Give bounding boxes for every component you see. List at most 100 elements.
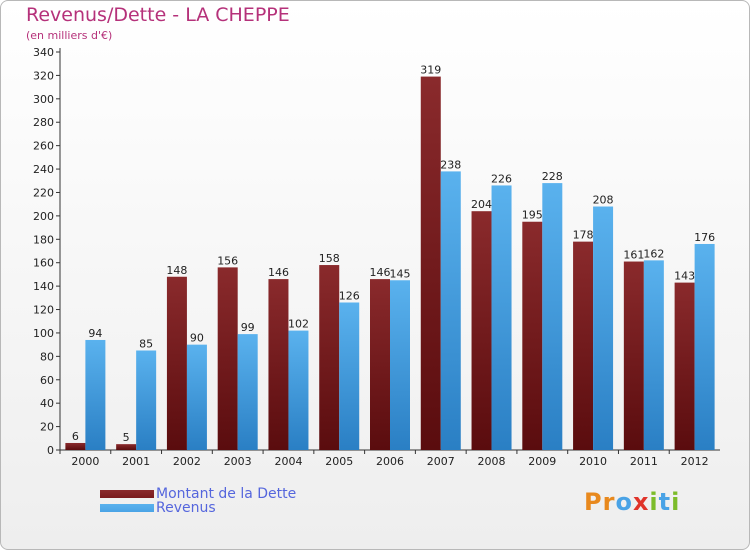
x-tick-label: 2012 [681, 455, 709, 468]
bar-debt [420, 76, 441, 451]
y-tick-label: 80 [40, 350, 54, 363]
bar-revenue [694, 243, 715, 450]
bar-revenue [643, 260, 664, 450]
y-tick-label: 340 [33, 46, 54, 59]
bar-debt [674, 282, 695, 450]
value-label-revenue: 94 [88, 327, 102, 340]
y-tick-label: 120 [33, 304, 54, 317]
bar-debt [217, 267, 238, 450]
value-label-revenue: 228 [542, 170, 563, 183]
x-tick-label: 2008 [478, 455, 506, 468]
value-label-revenue: 208 [593, 194, 614, 207]
bar-debt [65, 442, 86, 450]
value-label-revenue: 145 [390, 267, 411, 280]
x-tick-label: 2009 [528, 455, 556, 468]
value-label-debt: 6 [72, 430, 79, 443]
y-tick-label: 160 [33, 257, 54, 270]
bar-debt [522, 221, 543, 450]
x-axis: 2000 2001 2002 2003 2004 2005 2006 2007 2008 2009… [59, 449, 720, 468]
bar-debt [116, 444, 137, 450]
x-tick-label: 2007 [427, 455, 455, 468]
x-tick-label: 2006 [376, 455, 404, 468]
value-label-debt: 156 [217, 254, 238, 267]
bar-revenue [186, 344, 207, 450]
value-label-debt: 143 [674, 270, 695, 283]
y-tick-label: 60 [40, 374, 54, 387]
value-label-revenue: 176 [694, 231, 715, 244]
x-tick-label: 2010 [579, 455, 607, 468]
value-label-revenue: 85 [139, 338, 153, 351]
logo-letter: o [615, 488, 633, 516]
y-tick-label: 140 [33, 280, 54, 293]
y-tick-label: 200 [33, 210, 54, 223]
value-label-revenue: 126 [339, 290, 360, 303]
bar-revenue [593, 206, 614, 450]
bar-debt [370, 279, 390, 450]
y-tick-label: 0 [47, 444, 54, 457]
value-label-debt: 161 [623, 249, 644, 262]
chart-title: Revenus/Dette - LA CHEPPE [26, 4, 290, 26]
value-label-debt: 158 [319, 252, 340, 265]
y-axis: 0 20 40 60 80 100 120 140 160 180 200 220 240 260 280 3… [33, 46, 61, 457]
legend-item-revenue: Revenus [100, 501, 216, 515]
y-tick-label: 20 [40, 421, 54, 434]
bars [65, 76, 715, 451]
chart-subtitle: (en milliers d'€) [26, 29, 113, 42]
bar-debt [166, 276, 187, 450]
value-label-revenue: 102 [288, 318, 309, 331]
legend-swatch-revenue [100, 504, 154, 512]
bar-debt [319, 265, 340, 450]
bar-debt [471, 211, 492, 450]
value-label-debt: 148 [166, 264, 187, 277]
value-label-revenue: 226 [491, 172, 512, 185]
bar-revenue [288, 330, 309, 450]
legend-item-debt: Montant de la Dette [100, 487, 296, 501]
y-tick-label: 40 [40, 397, 54, 410]
value-label-revenue: 162 [643, 247, 664, 260]
proxiti-logo: Proxiti [584, 488, 680, 516]
x-tick-label: 2002 [173, 455, 201, 468]
bar-debt [573, 241, 594, 450]
logo-letter: P [584, 488, 603, 516]
bar-debt [623, 261, 644, 450]
bar-revenue [237, 334, 258, 450]
legend-label-debt: Montant de la Dette [156, 486, 297, 502]
x-tick-label: 2003 [224, 455, 252, 468]
logo-letter: x [632, 488, 650, 516]
value-label-debt: 146 [268, 266, 289, 279]
bar-revenue [85, 339, 106, 450]
x-tick-label: 2001 [122, 455, 150, 468]
y-tick-label: 220 [33, 186, 54, 199]
legend-label-revenue: Revenus [156, 500, 216, 516]
x-tick-label: 2004 [274, 455, 302, 468]
y-tick-label: 180 [33, 233, 54, 246]
value-label-debt: 178 [573, 229, 594, 242]
bar-revenue [390, 280, 410, 450]
y-tick-label: 260 [33, 140, 54, 153]
x-tick-label: 2011 [630, 455, 658, 468]
value-label-debt: 146 [370, 266, 391, 279]
y-tick-label: 240 [33, 163, 54, 176]
bar-revenue [491, 185, 512, 450]
x-tick-label: 2000 [71, 455, 99, 468]
value-label-debt: 195 [522, 209, 543, 222]
bar-revenue [440, 171, 461, 450]
bar-revenue [542, 183, 563, 450]
y-tick-label: 300 [33, 93, 54, 106]
logo-letter: i [649, 488, 659, 516]
logo-letter: i [671, 488, 681, 516]
bar-revenue [339, 302, 360, 450]
logo-letter: r [602, 488, 616, 516]
bar-revenue [136, 350, 157, 450]
y-tick-label: 280 [33, 116, 54, 129]
legend-swatch-debt [100, 490, 154, 498]
value-label-revenue: 99 [241, 321, 255, 334]
value-label-debt: 319 [420, 64, 441, 77]
y-tick-label: 320 [33, 69, 54, 82]
value-label-revenue: 238 [440, 158, 461, 171]
value-label-revenue: 90 [190, 332, 204, 345]
bar-debt [268, 279, 289, 450]
value-label-debt: 204 [471, 198, 492, 211]
